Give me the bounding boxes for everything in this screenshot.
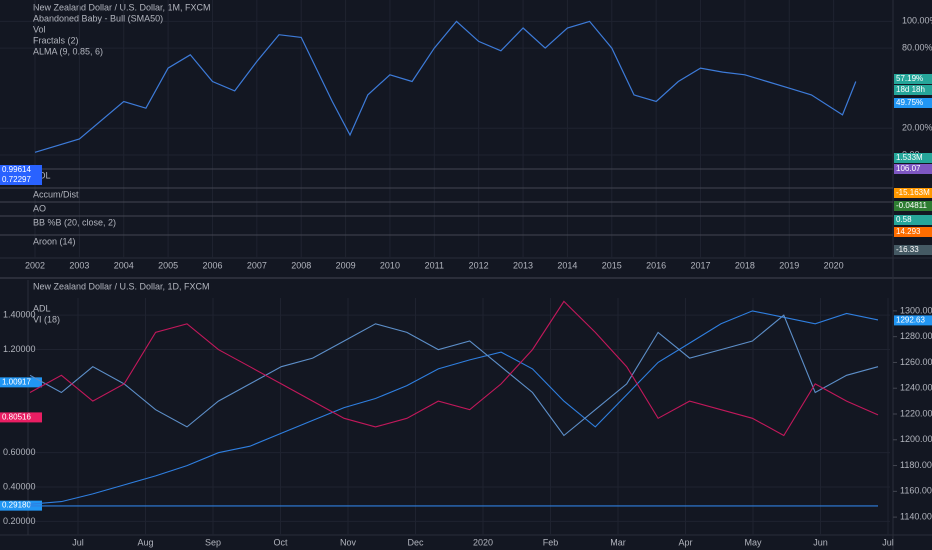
badge — [894, 245, 932, 255]
y2-tick-label: 1200.00 — [900, 434, 932, 444]
x-tick-label: Jul — [882, 537, 894, 547]
indicator-label: ADL — [33, 303, 51, 313]
y2-tick-label: 1220.00 — [900, 408, 932, 418]
badge-label: 0.29180 — [2, 501, 31, 510]
badge-label: 14.293 — [896, 227, 921, 236]
badge — [894, 85, 932, 95]
x-tick-label: 2009 — [336, 260, 356, 270]
y2-tick-label: 1140.00 — [900, 511, 932, 521]
x-tick-label: Jul — [72, 537, 84, 547]
y-tick-label: 100.00% — [902, 16, 932, 26]
badge-label: 0.80516 — [2, 413, 31, 422]
badge — [894, 153, 932, 163]
x-tick-label: 2013 — [513, 260, 533, 270]
y2-tick-label: 1260.00 — [900, 357, 932, 367]
badge-label: 0.58 — [896, 215, 912, 224]
badge — [0, 175, 42, 185]
x-tick-label: Oct — [273, 537, 288, 547]
x-tick-label: Nov — [340, 537, 357, 547]
y-tick-label: 0.20000 — [3, 516, 36, 526]
badge — [894, 227, 932, 237]
x-tick-label: 2011 — [425, 260, 444, 270]
x-tick-label: 2017 — [691, 260, 711, 270]
pane-label: Accum/Dist — [33, 189, 79, 199]
badge-label: -16.33 — [896, 245, 919, 254]
y2-tick-label: 1160.00 — [900, 486, 932, 496]
pane-label: Aroon (14) — [33, 236, 76, 246]
pane-label: BB %B (20, close, 2) — [33, 217, 116, 227]
badge — [894, 74, 932, 84]
x-tick-label: 2006 — [202, 260, 222, 270]
badge-label: 1.00917 — [2, 377, 31, 386]
x-tick-label: 2005 — [158, 260, 178, 270]
badge-label: 0.72297 — [2, 175, 31, 184]
indicator-label: VI (18) — [33, 314, 60, 324]
badge — [0, 377, 42, 388]
badge — [894, 215, 932, 225]
y-tick-label: 80.00% — [902, 42, 932, 52]
badge-label: 1292.63 — [896, 315, 925, 324]
x-tick-label: 2019 — [779, 260, 799, 270]
badge-label: 106.07 — [896, 164, 921, 173]
badge-label: 0.99614 — [2, 165, 31, 174]
badge — [0, 500, 42, 511]
badge — [0, 165, 42, 175]
indicator-line — [29, 310, 879, 505]
x-tick-label: 2015 — [602, 260, 622, 270]
indicator-label: Abandoned Baby - Bull (SMA50) — [33, 13, 163, 23]
y2-tick-label: 1240.00 — [900, 383, 932, 393]
x-tick-label: Feb — [543, 537, 559, 547]
x-tick-label: Mar — [610, 537, 626, 547]
x-tick-label: May — [744, 537, 762, 547]
badge — [894, 201, 932, 211]
badge-label: -15.163M — [896, 188, 930, 197]
x-tick-label: 2003 — [69, 260, 89, 270]
chart-title: New Zealand Dollar / U.S. Dollar, 1D, FX… — [33, 281, 210, 291]
x-tick-label: Apr — [678, 537, 692, 547]
x-tick-label: 2020 — [473, 537, 493, 547]
indicator-line — [29, 314, 879, 437]
x-tick-label: 2016 — [646, 260, 666, 270]
badge — [894, 98, 932, 108]
badge-label: -0.04811 — [896, 201, 928, 210]
badge — [894, 164, 932, 174]
badge — [0, 412, 42, 423]
y2-tick-label: 1180.00 — [900, 460, 932, 470]
x-tick-label: 2018 — [735, 260, 755, 270]
badge-label: 49.75% — [896, 98, 923, 107]
x-tick-label: 2010 — [380, 260, 400, 270]
x-tick-label: Aug — [137, 537, 153, 547]
x-tick-label: 2007 — [247, 260, 267, 270]
x-tick-label: Jun — [813, 537, 828, 547]
indicator-label: Vol — [33, 24, 46, 34]
x-tick-label: Dec — [407, 537, 424, 547]
x-tick-label: 2008 — [291, 260, 311, 270]
y2-tick-label: 1280.00 — [900, 331, 932, 341]
badge-label: 18d 18h — [896, 85, 925, 94]
price-line — [34, 20, 857, 153]
x-tick-label: 2020 — [824, 260, 844, 270]
x-tick-label: 2012 — [469, 260, 489, 270]
indicator-line — [29, 300, 879, 437]
chart-title: New Zealand Dollar / U.S. Dollar, 1M, FX… — [33, 2, 211, 12]
badge-label: 1.533M — [896, 153, 923, 162]
pane-label: AO — [33, 203, 46, 213]
badge-label: 57.19% — [896, 74, 923, 83]
y-tick-label: 0.40000 — [3, 481, 36, 491]
badge — [894, 188, 932, 198]
y-tick-label: 1.20000 — [3, 344, 36, 354]
y-tick-label: 20.00% — [902, 123, 932, 133]
y2-tick-label: 1300.00 — [900, 305, 932, 315]
y-tick-label: 1.40000 — [3, 310, 36, 320]
y-tick-label: 0.60000 — [3, 447, 36, 457]
indicator-label: ALMA (9, 0.85, 6) — [33, 46, 103, 56]
x-tick-label: 2014 — [557, 260, 577, 270]
indicator-label: Fractals (2) — [33, 35, 79, 45]
x-tick-label: Sep — [205, 537, 221, 547]
x-tick-label: 2004 — [114, 260, 134, 270]
x-tick-label: 2002 — [25, 260, 45, 270]
badge — [894, 315, 932, 326]
